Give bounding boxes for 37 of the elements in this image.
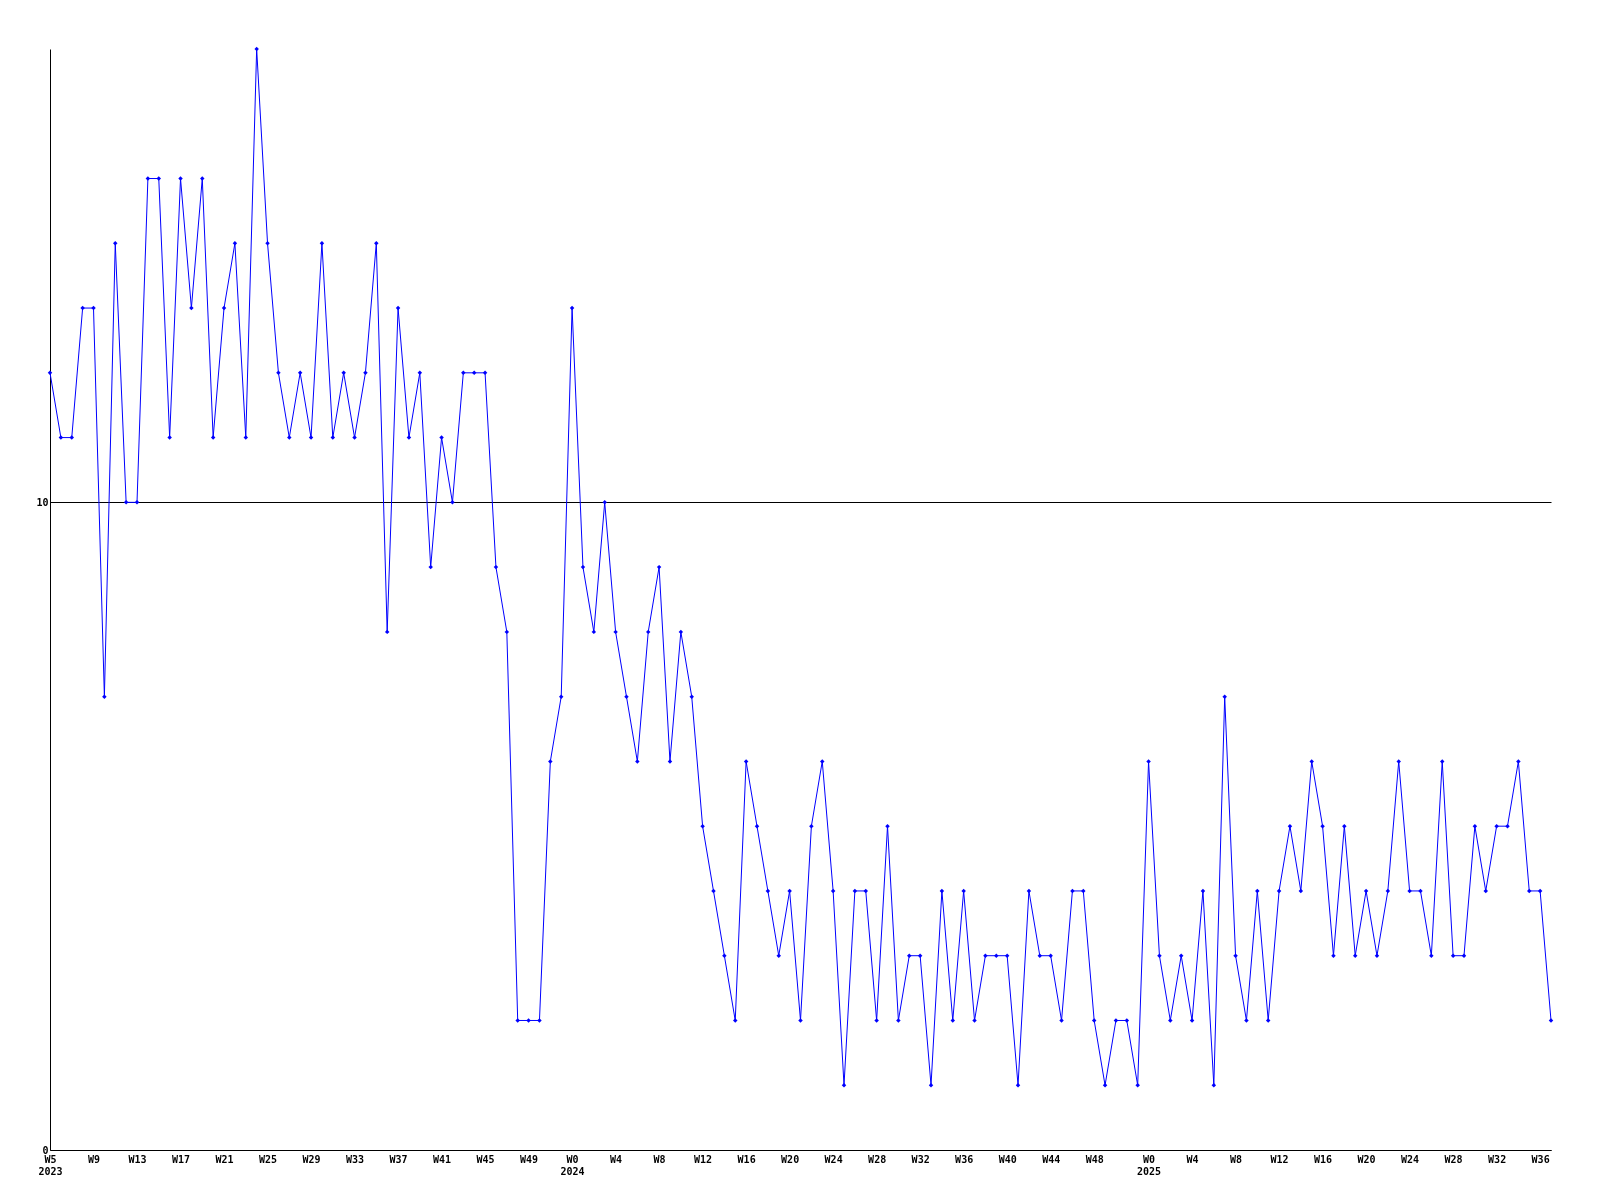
x-tick-label: W17 — [171, 1153, 191, 1165]
x-tick-label: W28 — [868, 1153, 887, 1165]
x-tick-label: W0 2025 — [1137, 1153, 1162, 1177]
x-tick-label: W29 — [302, 1153, 321, 1165]
x-tick-label: W44 — [1042, 1153, 1061, 1165]
x-tick-label: W8 — [1230, 1153, 1243, 1165]
x-tick-label: W16 — [1314, 1153, 1333, 1165]
x-tick-label: W9 — [87, 1153, 101, 1165]
x-tick-label: W36 — [1531, 1153, 1550, 1165]
x-tick-label: W49 — [520, 1153, 539, 1165]
x-tick-label: W21 — [215, 1153, 234, 1165]
x-tick-label: W33 — [346, 1153, 365, 1165]
x-tick-label: W0 2024 — [560, 1153, 585, 1177]
x-tick-label: W45 — [476, 1153, 495, 1165]
x-tick-label: W4 — [1186, 1153, 1199, 1165]
x-tick-label: W36 — [955, 1153, 974, 1165]
x-tick-label: W37 — [389, 1153, 408, 1165]
x-tick-label: W20 — [1357, 1153, 1376, 1165]
x-tick-label: W24 — [824, 1153, 843, 1165]
x-tick-label: W13 — [128, 1153, 147, 1165]
x-tick-label: W32 — [1488, 1153, 1507, 1165]
x-tick-label: W40 — [998, 1153, 1017, 1165]
x-tick-label: W48 — [1085, 1153, 1104, 1165]
x-tick-label: W25 — [259, 1153, 278, 1165]
y-tick-label: 0 — [42, 1144, 49, 1156]
x-tick-label: W32 — [911, 1153, 930, 1165]
x-tick-label: W12 — [1270, 1153, 1289, 1165]
x-tick-label: W5 2023 — [38, 1153, 63, 1177]
x-tick-label: W12 — [694, 1153, 713, 1165]
x-tick-label: W28 — [1444, 1153, 1463, 1165]
x-tick-label: W16 — [737, 1153, 756, 1165]
x-tick-label: W24 — [1401, 1153, 1420, 1165]
x-tick-label: W4 — [610, 1153, 623, 1165]
x-tick-label: W41 — [433, 1153, 452, 1165]
x-tick-label: W8 — [653, 1153, 666, 1165]
x-tick-label: W20 — [781, 1153, 800, 1165]
y-tick-label: 10 — [36, 496, 49, 508]
